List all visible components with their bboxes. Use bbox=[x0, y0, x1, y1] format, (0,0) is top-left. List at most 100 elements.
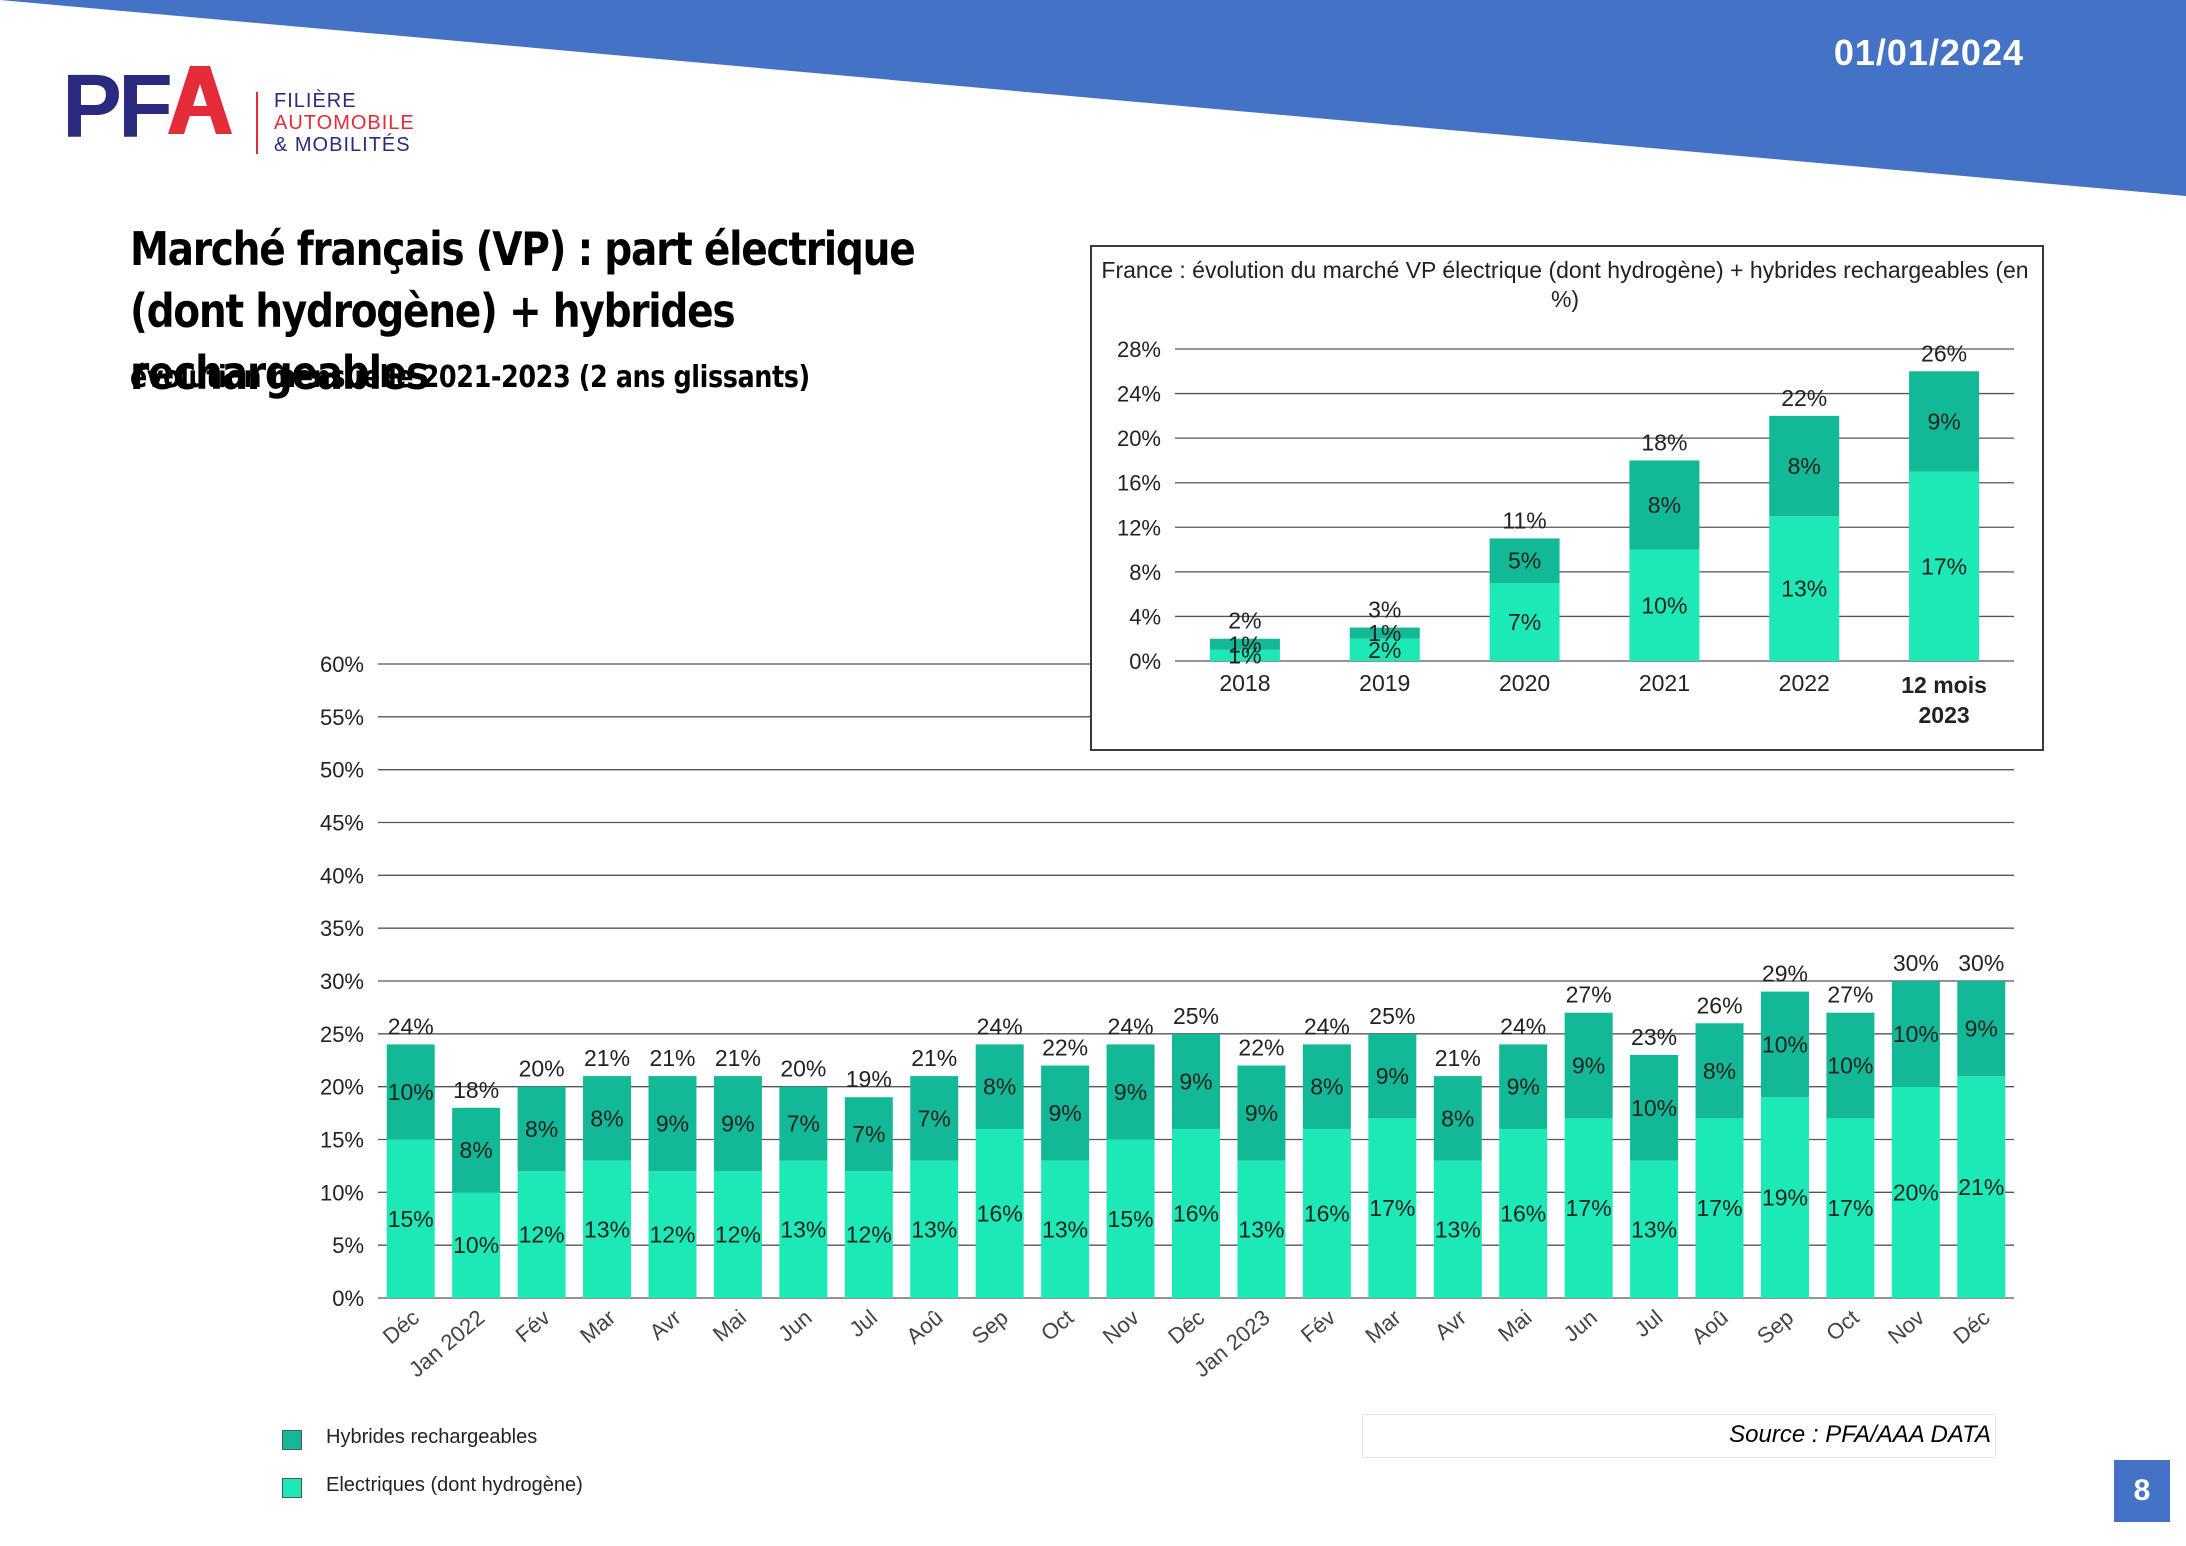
main-label-electric: 17% bbox=[1827, 1195, 1873, 1221]
main-label-total: 22% bbox=[1042, 1035, 1088, 1061]
inset-label-hybrid: 5% bbox=[1508, 548, 1541, 574]
main-xtick-label: Fév bbox=[511, 1305, 555, 1348]
main-ytick-label: 60% bbox=[320, 652, 364, 677]
main-xtick-label: Déc bbox=[1163, 1305, 1209, 1349]
main-bar-electric bbox=[452, 1192, 501, 1298]
main-bar-hybrid bbox=[1302, 1044, 1351, 1129]
main-label-hybrid: 7% bbox=[787, 1111, 820, 1137]
header-date: 01/01/2024 bbox=[1833, 32, 2024, 73]
legend-swatch-electric bbox=[282, 1478, 302, 1498]
main-xtick-label: Nov bbox=[1098, 1305, 1144, 1349]
main-bar-hybrid bbox=[910, 1076, 959, 1161]
main-label-hybrid: 8% bbox=[1310, 1074, 1343, 1100]
main-bar-hybrid bbox=[1106, 1044, 1155, 1140]
main-bar-electric bbox=[583, 1160, 632, 1298]
main-xtick-label: Mai bbox=[708, 1305, 751, 1347]
logo-letter-a-icon bbox=[168, 66, 232, 134]
main-xtick-label: Mar bbox=[1360, 1305, 1405, 1349]
main-bar-electric bbox=[648, 1171, 697, 1298]
yearly-share-chart: 0%4%8%12%16%20%24%28%1%1%2%20182%1%3%201… bbox=[1117, 337, 2014, 728]
main-label-hybrid: 10% bbox=[388, 1079, 434, 1105]
inset-bar-hybrid bbox=[1209, 638, 1280, 650]
main-label-electric: 17% bbox=[1566, 1195, 1612, 1221]
main-ytick-label: 25% bbox=[320, 1022, 364, 1047]
main-bar-hybrid bbox=[1172, 1033, 1220, 1129]
main-label-hybrid: 10% bbox=[1762, 1031, 1808, 1057]
main-bar-electric bbox=[1695, 1118, 1744, 1298]
main-bar-electric bbox=[517, 1171, 566, 1298]
inset-bar-electric bbox=[1349, 638, 1420, 661]
main-bar-electric bbox=[975, 1128, 1024, 1298]
inset-xtick-label: 2020 bbox=[1499, 670, 1550, 696]
inset-bar-electric bbox=[1489, 583, 1560, 661]
main-label-hybrid: 9% bbox=[1572, 1053, 1605, 1079]
main-label-hybrid: 8% bbox=[983, 1074, 1016, 1100]
inset-bar-electric bbox=[1629, 549, 1700, 661]
main-bar-hybrid bbox=[1433, 1076, 1482, 1161]
main-ytick-label: 10% bbox=[320, 1180, 364, 1205]
main-label-electric: 12% bbox=[649, 1222, 695, 1248]
inset-xtick-label: 2018 bbox=[1219, 670, 1270, 696]
source-text: Source : PFA/AAA DATA bbox=[1729, 1421, 1991, 1448]
main-label-total: 29% bbox=[1762, 961, 1808, 987]
main-bar-hybrid bbox=[386, 1044, 435, 1140]
legend-swatch-hybrid bbox=[282, 1430, 302, 1450]
main-label-total: 30% bbox=[1958, 950, 2004, 976]
main-bar-electric bbox=[1826, 1118, 1875, 1298]
logo-line-1: FILIÈRE bbox=[274, 90, 357, 112]
main-label-total: 20% bbox=[780, 1056, 826, 1082]
inset-bar-hybrid bbox=[1629, 460, 1700, 550]
inset-label-total: 22% bbox=[1781, 385, 1827, 411]
main-bar-electric bbox=[1106, 1139, 1155, 1298]
main-ytick-label: 0% bbox=[332, 1286, 364, 1311]
main-xtick-label: Jun bbox=[1559, 1305, 1602, 1347]
main-label-hybrid: 10% bbox=[1893, 1021, 1939, 1047]
main-label-total: 21% bbox=[715, 1045, 761, 1071]
main-bar-hybrid bbox=[1826, 1012, 1875, 1119]
inset-label-hybrid: 9% bbox=[1927, 408, 1960, 434]
inset-chart-title: France : évolution du marché VP électriq… bbox=[1101, 257, 2029, 312]
main-label-electric: 20% bbox=[1893, 1179, 1939, 1205]
main-label-electric: 12% bbox=[715, 1222, 761, 1248]
inset-xtick-label: 2019 bbox=[1359, 670, 1410, 696]
main-bar-electric bbox=[1368, 1118, 1417, 1298]
main-ytick-label: 40% bbox=[320, 863, 364, 888]
main-label-hybrid: 8% bbox=[525, 1116, 558, 1142]
main-xtick-label: Déc bbox=[378, 1305, 424, 1349]
inset-ytick-label: 24% bbox=[1117, 382, 1161, 407]
main-bar-hybrid bbox=[1499, 1044, 1548, 1129]
inset-xtick-label: 12 mois bbox=[1901, 672, 1987, 698]
main-label-electric: 17% bbox=[1696, 1195, 1742, 1221]
main-label-electric: 16% bbox=[1304, 1200, 1350, 1226]
main-xtick-label: Mai bbox=[1493, 1305, 1536, 1347]
main-label-electric: 12% bbox=[519, 1222, 565, 1248]
main-bar-electric bbox=[1630, 1160, 1679, 1298]
main-bar-hybrid bbox=[713, 1076, 762, 1172]
main-bar-hybrid bbox=[1237, 1065, 1286, 1161]
main-label-total: 23% bbox=[1631, 1024, 1677, 1050]
main-bar-electric bbox=[386, 1139, 435, 1298]
main-label-hybrid: 10% bbox=[1631, 1095, 1677, 1121]
main-xtick-label: Avr bbox=[645, 1305, 686, 1345]
main-ytick-label: 30% bbox=[320, 969, 364, 994]
main-label-electric: 19% bbox=[1762, 1185, 1808, 1211]
main-label-total: 24% bbox=[1500, 1013, 1546, 1039]
main-ytick-label: 20% bbox=[320, 1075, 364, 1100]
inset-ytick-label: 0% bbox=[1129, 649, 1161, 674]
inset-bar-electric bbox=[1769, 516, 1840, 661]
main-xtick-label: Mar bbox=[575, 1305, 620, 1349]
main-xtick-label: Sep bbox=[1752, 1305, 1798, 1349]
main-label-hybrid: 9% bbox=[1048, 1100, 1081, 1126]
inset-label-electric: 1% bbox=[1228, 642, 1261, 668]
main-bar-hybrid bbox=[779, 1086, 828, 1161]
main-label-total: 24% bbox=[1304, 1013, 1350, 1039]
main-label-hybrid: 8% bbox=[590, 1105, 623, 1131]
inset-ytick-label: 4% bbox=[1129, 604, 1161, 629]
main-label-electric: 21% bbox=[1958, 1174, 2004, 1200]
main-xtick-label: Oct bbox=[1036, 1305, 1078, 1346]
inset-label-hybrid: 1% bbox=[1368, 620, 1401, 646]
main-ytick-label: 55% bbox=[320, 705, 364, 730]
main-bar-electric bbox=[844, 1171, 893, 1298]
main-bar-hybrid bbox=[648, 1076, 697, 1172]
source-box: Source : PFA/AAA DATA bbox=[1362, 1414, 1996, 1458]
